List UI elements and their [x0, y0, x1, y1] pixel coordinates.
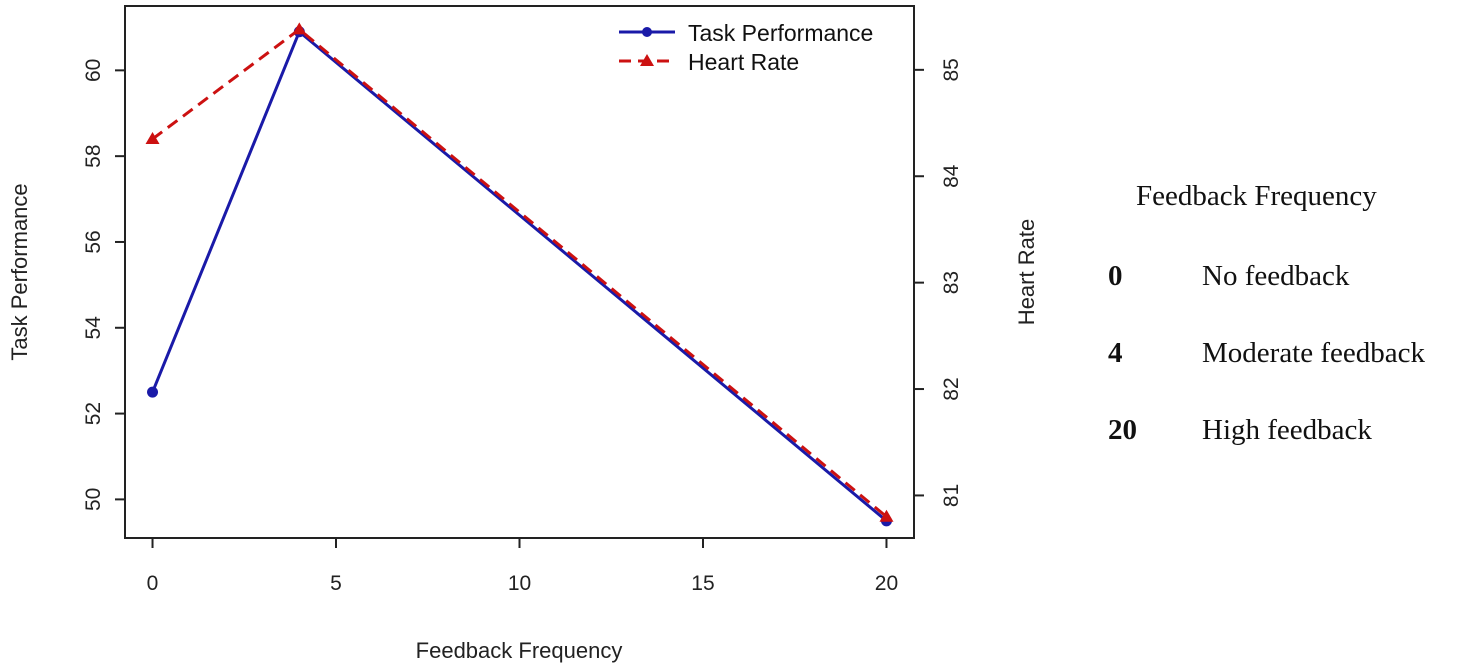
key-row: 4 Moderate feedback	[1108, 337, 1425, 370]
plot-frame	[124, 5, 915, 539]
x-tick-label: 10	[508, 572, 531, 595]
legend-label-heart-rate: Heart Rate	[688, 49, 799, 75]
key-description: Moderate feedback	[1202, 337, 1426, 369]
key-row: 0 No feedback	[1108, 260, 1349, 293]
key-title: Feedback Frequency	[1136, 180, 1377, 212]
legend-marker-heart-rate	[640, 54, 654, 66]
x-axis-title: Feedback Frequency	[416, 638, 623, 663]
right-y-tick-label: 84	[940, 164, 963, 188]
right-y-tick-label: 82	[940, 377, 963, 400]
x-axis: 0 5 10 15 20	[147, 538, 898, 595]
left-y-tick-label: 56	[82, 230, 105, 253]
right-y-tick-label: 81	[940, 484, 963, 507]
legend: Task Performance Heart Rate	[619, 20, 873, 75]
data-point-heart-rate	[292, 22, 307, 35]
data-point-task-performance	[147, 386, 159, 398]
key-row: 20 High feedback	[1108, 414, 1372, 447]
left-y-axis-title: Task Performance	[7, 183, 32, 360]
data-point-heart-rate	[145, 132, 160, 144]
right-y-axis: 81 82 83 84 85	[914, 58, 963, 507]
left-y-tick-label: 60	[82, 59, 105, 82]
data-point-heart-rate	[879, 509, 894, 522]
legend-label-task-performance: Task Performance	[688, 20, 873, 46]
x-tick-label: 5	[330, 572, 342, 595]
left-y-axis: 50 52 54 56 58 60	[82, 59, 125, 511]
key-code: 4	[1108, 337, 1123, 369]
key-code: 0	[1108, 260, 1123, 292]
x-tick-label: 0	[147, 572, 159, 595]
key-code: 20	[1108, 414, 1137, 446]
x-tick-label: 15	[691, 572, 714, 595]
key-description: High feedback	[1202, 414, 1372, 446]
x-tick-label: 20	[875, 572, 898, 595]
legend-marker-task-performance	[642, 27, 652, 37]
key-description: No feedback	[1202, 260, 1350, 292]
right-y-tick-label: 85	[940, 58, 963, 81]
left-y-tick-label: 52	[82, 402, 105, 425]
right-y-tick-label: 83	[940, 271, 963, 294]
series-line-task-performance	[151, 30, 888, 522]
left-y-tick-label: 50	[82, 488, 105, 511]
left-y-tick-label: 54	[82, 316, 105, 340]
series-line-heart-rate	[151, 27, 888, 518]
right-y-axis-title: Heart Rate	[1014, 219, 1039, 325]
left-y-tick-label: 58	[82, 144, 105, 167]
series-layer	[145, 22, 894, 527]
